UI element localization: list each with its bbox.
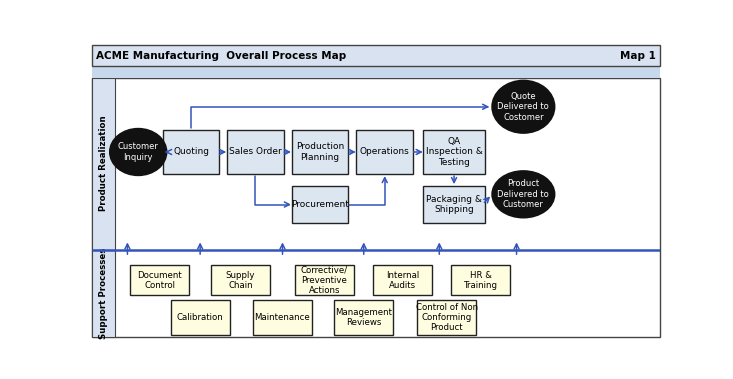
- FancyBboxPatch shape: [356, 130, 413, 174]
- Text: Quoting: Quoting: [173, 147, 209, 157]
- FancyBboxPatch shape: [163, 130, 219, 174]
- FancyBboxPatch shape: [295, 265, 354, 296]
- FancyBboxPatch shape: [373, 265, 432, 296]
- Text: Calibration: Calibration: [177, 313, 224, 322]
- FancyBboxPatch shape: [92, 78, 116, 250]
- FancyBboxPatch shape: [334, 300, 394, 335]
- FancyBboxPatch shape: [211, 265, 270, 296]
- FancyBboxPatch shape: [292, 186, 348, 223]
- Text: Internal
Audits: Internal Audits: [386, 271, 419, 290]
- FancyBboxPatch shape: [417, 300, 476, 335]
- Text: Document
Control: Document Control: [137, 271, 183, 290]
- Text: Product Realization: Product Realization: [99, 116, 108, 211]
- Ellipse shape: [110, 128, 166, 175]
- FancyBboxPatch shape: [92, 66, 660, 78]
- Text: Supply
Chain: Supply Chain: [226, 271, 255, 290]
- FancyBboxPatch shape: [292, 130, 348, 174]
- Text: Control of Non
Conforming
Product: Control of Non Conforming Product: [416, 302, 478, 332]
- Text: Maintenance: Maintenance: [254, 313, 310, 322]
- Text: Customer
Inquiry: Customer Inquiry: [118, 142, 158, 162]
- Ellipse shape: [492, 80, 555, 133]
- Text: Map 1: Map 1: [620, 51, 656, 61]
- Text: Procurement: Procurement: [291, 200, 349, 209]
- FancyBboxPatch shape: [92, 45, 660, 66]
- Text: Management
Reviews: Management Reviews: [335, 308, 392, 327]
- Text: Support Processes: Support Processes: [99, 248, 108, 339]
- FancyBboxPatch shape: [226, 130, 284, 174]
- FancyBboxPatch shape: [452, 265, 510, 296]
- FancyBboxPatch shape: [171, 300, 229, 335]
- Text: HR &
Training: HR & Training: [464, 271, 498, 290]
- Ellipse shape: [492, 171, 555, 218]
- Text: Product
Delivered to
Customer: Product Delivered to Customer: [498, 179, 549, 209]
- FancyBboxPatch shape: [130, 265, 189, 296]
- Text: Packaging &
Shipping: Packaging & Shipping: [426, 195, 482, 214]
- FancyBboxPatch shape: [424, 130, 485, 174]
- Text: Operations: Operations: [360, 147, 410, 157]
- Text: Quote
Delivered to
Costomer: Quote Delivered to Costomer: [498, 92, 549, 122]
- FancyBboxPatch shape: [92, 250, 116, 337]
- Text: Production
Planning: Production Planning: [296, 142, 344, 162]
- Text: ACME Manufacturing  Overall Process Map: ACME Manufacturing Overall Process Map: [95, 51, 346, 61]
- Text: QA
Inspection &
Testing: QA Inspection & Testing: [426, 137, 482, 167]
- FancyBboxPatch shape: [424, 186, 485, 223]
- FancyBboxPatch shape: [253, 300, 312, 335]
- Text: Corrective/
Preventive
Actions: Corrective/ Preventive Actions: [301, 266, 348, 295]
- Text: Sales Order: Sales Order: [229, 147, 281, 157]
- FancyBboxPatch shape: [92, 78, 660, 337]
